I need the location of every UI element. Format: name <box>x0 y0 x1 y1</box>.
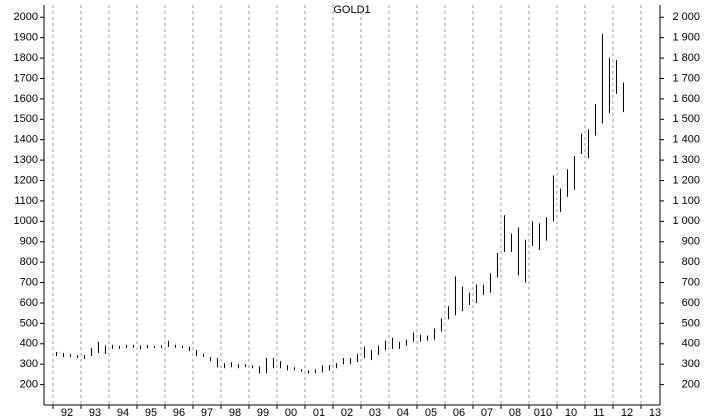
y-tick-label: 1600 <box>14 93 38 105</box>
y-tick-label: 1900 <box>14 32 38 44</box>
x-tick-label: 05 <box>425 407 437 419</box>
x-tick-label: 08 <box>509 407 521 419</box>
y-tick-label: 700 <box>20 276 38 288</box>
x-tick-label: 93 <box>89 407 101 419</box>
y-tick-label: 1200 <box>14 174 38 186</box>
y-tick-label: 1000 <box>14 215 38 227</box>
y-tick-label: 1700 <box>14 72 38 84</box>
y2-tick-label: 1 000 <box>672 215 700 227</box>
y-tick-label: 1100 <box>14 195 38 207</box>
x-tick-label: 00 <box>285 407 297 419</box>
x-tick-label: 10 <box>565 407 577 419</box>
y-tick-label: 500 <box>20 317 38 329</box>
y2-tick-label: 600 <box>682 297 700 309</box>
x-tick-label: 07 <box>481 407 493 419</box>
y2-tick-label: 300 <box>682 358 700 370</box>
y-tick-label: 1800 <box>14 52 38 64</box>
x-tick-label: 010 <box>534 407 552 419</box>
y2-tick-label: 1 200 <box>672 174 700 186</box>
x-tick-label: 06 <box>453 407 465 419</box>
y-tick-label: 900 <box>20 236 38 248</box>
y2-tick-label: 1 900 <box>672 32 700 44</box>
x-tick-label: 01 <box>313 407 325 419</box>
y2-tick-label: 1 500 <box>672 113 700 125</box>
x-tick-label: 97 <box>201 407 213 419</box>
chart-title: GOLD1 <box>333 4 370 16</box>
x-tick-label: 92 <box>61 407 73 419</box>
y2-tick-label: 900 <box>682 236 700 248</box>
y2-tick-label: 500 <box>682 317 700 329</box>
x-tick-label: 13 <box>649 407 661 419</box>
x-tick-label: 95 <box>145 407 157 419</box>
y2-tick-label: 2 000 <box>672 11 700 23</box>
x-tick-label: 12 <box>621 407 633 419</box>
x-tick-label: 94 <box>117 407 129 419</box>
y2-tick-label: 800 <box>682 256 700 268</box>
y2-tick-label: 1 100 <box>672 195 700 207</box>
y2-tick-label: 200 <box>682 378 700 390</box>
x-tick-label: 11 <box>593 407 604 419</box>
y-tick-label: 2000 <box>14 11 38 23</box>
y-tick-label: 300 <box>20 358 38 370</box>
y2-tick-label: 1 600 <box>672 93 700 105</box>
x-tick-label: 02 <box>341 407 353 419</box>
x-tick-label: 96 <box>173 407 185 419</box>
y2-tick-label: 1 300 <box>672 154 700 166</box>
x-tick-label: 03 <box>369 407 381 419</box>
y2-tick-label: 700 <box>682 276 700 288</box>
y2-tick-label: 1 400 <box>672 134 700 146</box>
y2-tick-label: 400 <box>682 338 700 350</box>
y-tick-label: 200 <box>20 378 38 390</box>
x-tick-label: 99 <box>257 407 269 419</box>
y-tick-label: 1500 <box>14 113 38 125</box>
y2-tick-label: 1 700 <box>672 72 700 84</box>
y-tick-label: 800 <box>20 256 38 268</box>
y2-tick-label: 1 800 <box>672 52 700 64</box>
y-tick-label: 1300 <box>14 154 38 166</box>
y-tick-label: 1400 <box>14 134 38 146</box>
y-tick-label: 400 <box>20 338 38 350</box>
x-tick-label: 04 <box>397 407 409 419</box>
y-tick-label: 600 <box>20 297 38 309</box>
x-tick-label: 98 <box>229 407 241 419</box>
